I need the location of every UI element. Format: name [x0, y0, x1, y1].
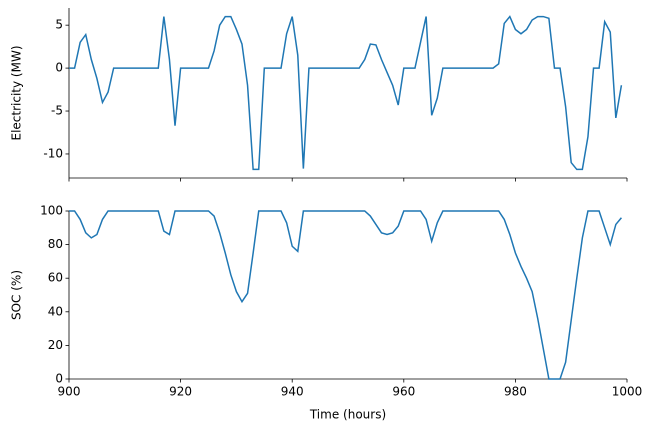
y-tick-label: 0 — [55, 372, 63, 386]
y-tick-label: 80 — [48, 237, 63, 251]
data-line — [69, 15, 623, 171]
data-line — [69, 210, 622, 380]
y-tick-label: -5 — [51, 104, 63, 118]
x-tick-label: 920 — [169, 385, 192, 399]
x-tick-label: 900 — [58, 385, 81, 399]
x-tick-label: 960 — [392, 385, 415, 399]
y-axis-label: SOC (%) — [10, 270, 24, 320]
x-tick-label: 940 — [281, 385, 304, 399]
y-tick-label: 20 — [48, 338, 63, 352]
y-tick-label: 100 — [40, 204, 63, 218]
x-tick-label: 1000 — [612, 385, 643, 399]
y-tick-label: 40 — [48, 304, 63, 318]
y-axis-label: Electricity (MW) — [10, 45, 24, 140]
x-tick-label: 980 — [504, 385, 527, 399]
y-tick-label: 0 — [55, 61, 63, 75]
y-tick-label: 60 — [48, 271, 63, 285]
y-tick-label: 5 — [55, 18, 63, 32]
y-tick-label: -10 — [43, 146, 63, 160]
x-axis-label: Time (hours) — [309, 408, 386, 422]
